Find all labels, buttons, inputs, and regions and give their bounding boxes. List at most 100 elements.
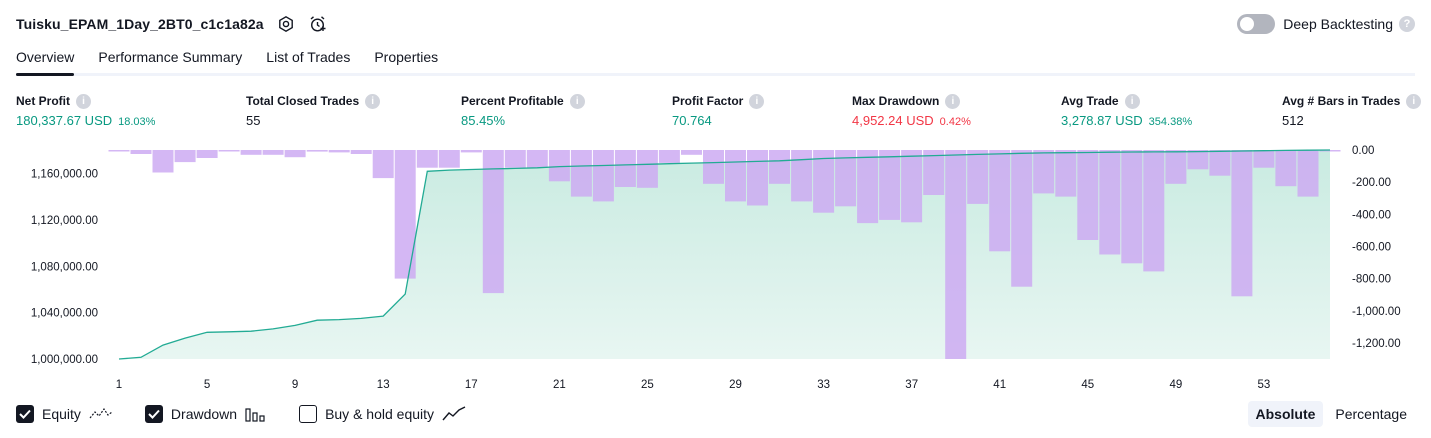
drawdown-bar [218, 150, 240, 152]
equity-line [118, 149, 1331, 360]
drawdown-bar [1143, 150, 1165, 272]
drawdown-bar [174, 150, 196, 163]
settings-icon[interactable] [276, 14, 296, 34]
help-icon[interactable]: ? [1399, 16, 1415, 32]
drawdown-bar [526, 150, 548, 168]
info-icon[interactable]: i [569, 93, 585, 109]
percentage-button[interactable]: Percentage [1335, 406, 1407, 422]
equity-checkbox[interactable] [16, 405, 34, 423]
equity-line-icon [89, 406, 113, 422]
drawdown-bar [570, 150, 592, 197]
x-tick: 25 [641, 379, 654, 391]
info-icon[interactable]: i [76, 93, 91, 109]
legend-buy-hold[interactable]: Buy & hold equity [299, 405, 466, 423]
deep-backtesting-label: Deep Backtesting [1283, 16, 1393, 32]
legend-equity[interactable]: Equity [16, 405, 113, 423]
drawdown-bars-icon [245, 406, 267, 422]
metric-sub-value: 18.03% [118, 116, 156, 128]
y-left-tick: 1,080,000.00 [31, 261, 98, 273]
x-tick: 21 [553, 379, 566, 391]
y-left-tick: 1,000,000.00 [31, 354, 98, 366]
info-icon[interactable]: i [1124, 93, 1140, 109]
y-right-tick: -600.00 [1352, 242, 1391, 254]
deep-backtesting-control: Deep Backtesting ? [1237, 12, 1415, 36]
drawdown-bar [923, 150, 945, 195]
metric-value: 55 [246, 113, 261, 128]
drawdown-bar [967, 150, 989, 204]
add-alert-icon[interactable] [308, 14, 328, 34]
y-right-tick: -400.00 [1352, 209, 1391, 221]
drawdown-bar [813, 150, 835, 213]
drawdown-bar [416, 150, 438, 168]
drawdown-bar [262, 150, 284, 155]
info-icon[interactable]: i [1406, 93, 1422, 109]
metric-label: Percent Profitable [461, 94, 564, 108]
metric-label: Net Profit [16, 94, 70, 108]
drawdown-bar [769, 150, 790, 184]
x-tick: 41 [993, 379, 1006, 391]
x-tick: 17 [465, 379, 478, 391]
legend-label: Drawdown [170, 406, 238, 422]
drawdown-bar [240, 150, 262, 155]
buy-hold-checkbox[interactable] [299, 405, 318, 423]
drawdown-bar [548, 150, 570, 182]
drawdown-bar [1055, 150, 1077, 197]
tab-bar: Overview Performance Summary List of Tra… [16, 46, 1415, 76]
drawdown-bar [1011, 150, 1033, 287]
drawdown-bar [1099, 150, 1121, 255]
drawdown-bar [1297, 150, 1319, 197]
metric-total-closed-trades: Total Closed Trades i 55 [246, 93, 381, 128]
x-tick: 53 [1258, 379, 1271, 391]
drawdown-bar [130, 150, 152, 154]
metric-label: Profit Factor [672, 94, 744, 108]
tab-properties[interactable]: Properties [374, 49, 439, 65]
drawdown-bar [504, 150, 526, 168]
drawdown-bar [1209, 150, 1231, 176]
legend-drawdown[interactable]: Drawdown [144, 405, 267, 423]
drawdown-bar [152, 150, 174, 173]
chart-legend: Equity Drawdown Buy & hold equity [16, 403, 498, 425]
drawdown-bar [328, 150, 350, 153]
info-icon[interactable]: i [365, 93, 381, 109]
metric-avg-trade: Avg Trade i 3,278.87 USD 354.38% [1061, 93, 1192, 128]
metrics-row: Net Profit i 180,337.67 USD 18.03% Total C… [16, 93, 1422, 133]
drawdown-bar [857, 150, 879, 224]
info-icon[interactable]: i [945, 93, 961, 109]
drawdown-bar [1253, 150, 1275, 168]
drawdown-bar [482, 150, 504, 294]
drawdown-bar [614, 150, 636, 187]
deep-backtesting-toggle[interactable] [1237, 14, 1276, 34]
drawdown-bar [636, 150, 658, 188]
drawdown-bar [460, 150, 482, 153]
drawdown-bar [394, 150, 416, 279]
x-tick: 13 [377, 379, 390, 391]
info-icon[interactable]: i [749, 93, 765, 109]
display-mode-switch: Absolute Percentage [1244, 401, 1416, 427]
drawdown-bar [1165, 150, 1187, 184]
y-right-tick: 0.00 [1352, 145, 1374, 157]
drawdown-bar [747, 150, 768, 206]
drawdown-bar [703, 150, 724, 184]
tab-overview[interactable]: Overview [16, 46, 75, 76]
tab-performance-summary[interactable]: Performance Summary [98, 49, 243, 65]
metric-value: 70.764 [672, 113, 712, 128]
metric-value: 85.45% [461, 113, 506, 128]
legend-label: Equity [42, 406, 81, 422]
absolute-button[interactable]: Absolute [1247, 401, 1324, 427]
drawdown-checkbox[interactable] [144, 405, 163, 423]
y-right-tick: -200.00 [1352, 177, 1391, 189]
metric-net-profit: Net Profit i 180,337.67 USD 18.03% [16, 93, 155, 128]
metric-avg-bars: Avg # Bars in Trades i 512 [1282, 93, 1422, 128]
drawdown-bar [1077, 150, 1099, 240]
y-left-tick: 1,120,000.00 [31, 215, 98, 227]
drawdown-bar [681, 150, 702, 155]
x-tick: 37 [905, 379, 918, 391]
x-tick: 5 [204, 379, 210, 391]
drawdown-bar [658, 150, 680, 163]
metric-value: 3,278.87 USD [1061, 113, 1143, 128]
x-tick: 45 [1081, 379, 1094, 391]
drawdown-bar [196, 150, 218, 158]
equity-drawdown-chart[interactable]: 1,160,000.00 1,120,000.00 1,080,000.00 1,04… [0, 140, 1431, 398]
tab-list-of-trades[interactable]: List of Trades [266, 49, 351, 65]
metric-label: Avg Trade [1061, 94, 1119, 108]
